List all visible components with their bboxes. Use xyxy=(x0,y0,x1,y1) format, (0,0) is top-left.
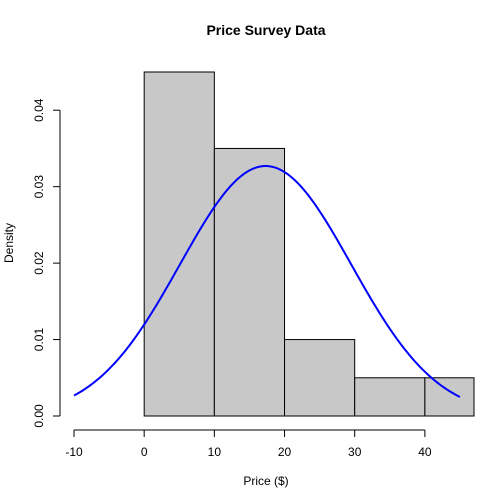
bar-2 xyxy=(284,339,356,417)
x-axis: -10 0 10 20 30 40 xyxy=(65,429,432,459)
y-tick-label-1: 0.01 xyxy=(32,328,46,352)
y-tick-label-0: 0.00 xyxy=(32,404,46,428)
density-curve xyxy=(73,165,461,398)
x-tick-label-5: 40 xyxy=(418,445,432,459)
bar-3 xyxy=(354,377,426,417)
x-tick-label-2: 10 xyxy=(208,445,222,459)
x-axis-label: Price ($) xyxy=(243,474,288,488)
y-tick-label-2: 0.02 xyxy=(32,251,46,275)
bar-4 xyxy=(424,377,475,417)
x-tick-label-3: 20 xyxy=(278,445,292,459)
x-tick-label-1: 0 xyxy=(141,445,148,459)
chart-title: Price Survey Data xyxy=(206,22,325,38)
y-tick-label-4: 0.04 xyxy=(32,98,46,122)
y-tick-label-3: 0.03 xyxy=(32,175,46,199)
y-axis: 0.00 0.01 0.02 0.03 0.04 xyxy=(32,98,61,428)
y-axis-label: Density xyxy=(2,223,16,263)
x-tick-label-4: 30 xyxy=(348,445,362,459)
bar-0 xyxy=(143,71,215,417)
bars-group xyxy=(143,71,475,417)
bar-1 xyxy=(213,147,286,417)
x-tick-label-0: -10 xyxy=(65,445,83,459)
